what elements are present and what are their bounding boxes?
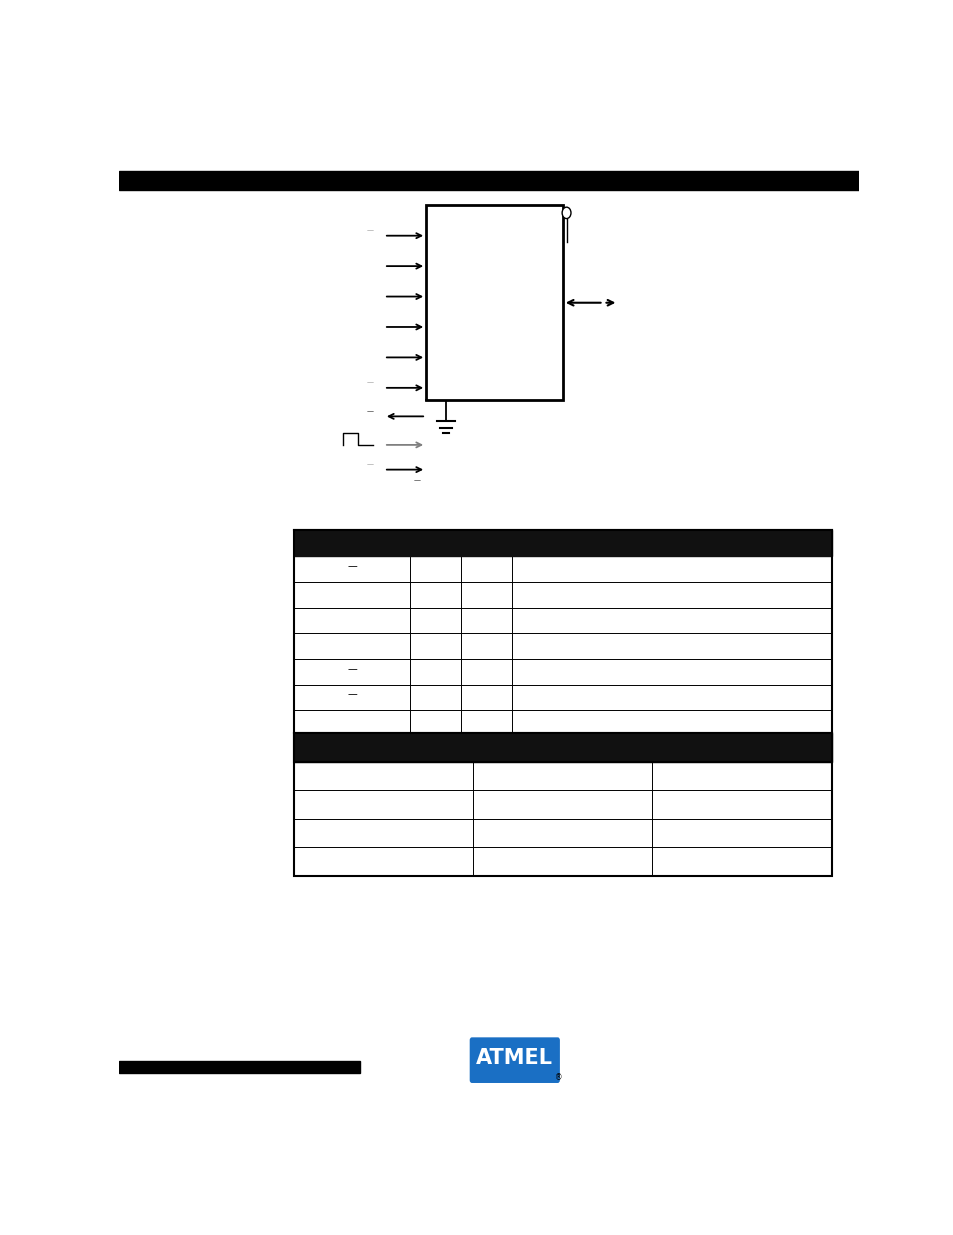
Text: —: —	[367, 379, 374, 385]
Text: —: —	[347, 561, 356, 571]
Bar	[294, 734, 831, 762]
Bar	[119, 170, 858, 190]
Text: Dir.: Dir.	[425, 538, 445, 548]
Bar	[294, 531, 831, 556]
Text: —: —	[711, 741, 720, 751]
Circle shape	[561, 207, 571, 219]
Text: —: —	[367, 461, 374, 467]
Text: Signal: Signal	[334, 538, 371, 548]
Text: —: —	[367, 227, 374, 233]
Text: —: —	[413, 477, 420, 483]
Text: —: —	[347, 689, 356, 699]
Text: —: —	[367, 409, 374, 415]
Text: ®: ®	[555, 1073, 562, 1082]
Text: Bit: Bit	[477, 538, 495, 548]
Text: Description: Description	[638, 538, 705, 548]
Bar	[294, 734, 831, 876]
Text: ATMEL: ATMEL	[476, 1049, 553, 1068]
Text: —: —	[347, 664, 356, 674]
Bar	[294, 531, 831, 762]
Bar	[119, 1061, 359, 1072]
Bar	[426, 205, 562, 400]
FancyBboxPatch shape	[469, 1037, 559, 1083]
